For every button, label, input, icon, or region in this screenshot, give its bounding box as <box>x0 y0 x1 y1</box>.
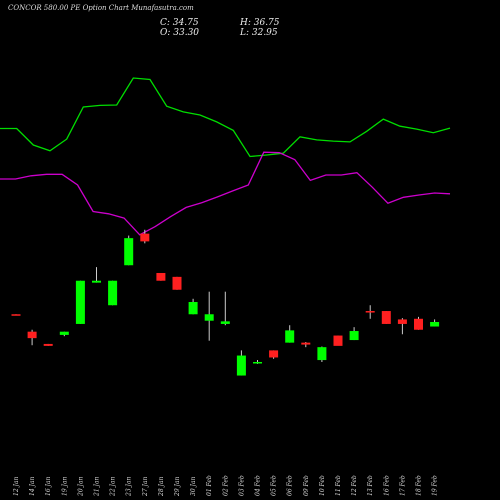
candle-body <box>172 276 182 290</box>
candle-body <box>75 280 85 324</box>
high-value: H: 36.75 <box>240 18 280 28</box>
candle-body <box>349 331 359 341</box>
green-indicator-line <box>0 77 451 158</box>
candle-body <box>140 233 150 242</box>
candle-body <box>269 350 279 358</box>
x-tick-label: 28 Jan <box>158 476 165 497</box>
x-tick-label: 27 Jan <box>142 476 149 497</box>
candle-body <box>156 272 166 281</box>
x-tick-label: 05 Feb <box>271 475 278 496</box>
x-tick-label: 29 Jan <box>174 476 181 497</box>
candle-body <box>188 302 198 315</box>
low-value: L: 32.95 <box>240 28 278 38</box>
x-tick-label: 03 Feb <box>238 475 245 496</box>
candle-body <box>381 311 391 324</box>
candle-body <box>11 314 21 316</box>
x-tick-label: 11 Feb <box>335 475 342 496</box>
candle-body <box>301 342 311 345</box>
candle-body <box>333 335 343 346</box>
x-axis-ticks: 12 Jan 14 Jan 16 Jan 19 Jan 20 Jan 21 Jan 22 J… <box>13 475 439 497</box>
x-tick-label: 01 Feb <box>206 475 213 496</box>
candle-body <box>27 331 37 339</box>
chart-title: CONCOR 580.00 PE Option Chart Munafasutr… <box>8 4 194 12</box>
magenta-indicator-line <box>0 151 451 236</box>
x-tick-label: 19 Feb <box>432 475 439 496</box>
x-tick-label: 19 Jan <box>61 476 68 496</box>
x-tick-label: 02 Feb <box>222 475 229 496</box>
candle-body <box>59 331 69 335</box>
x-tick-label: 20 Jan <box>77 476 84 497</box>
candle-body <box>204 314 214 321</box>
candle-body <box>317 347 327 361</box>
x-tick-label: 23 Jan <box>126 476 133 497</box>
x-tick-label: 04 Feb <box>255 475 262 496</box>
candle-body <box>253 361 262 364</box>
close-value: C: 34.75 <box>160 18 199 28</box>
candle-body <box>285 330 295 343</box>
x-tick-label: 13 Feb <box>367 475 374 496</box>
candle-body <box>365 311 375 313</box>
x-tick-label: 06 Feb <box>287 475 294 496</box>
x-tick-label: 30 Jan <box>190 476 197 496</box>
x-tick-label: 21 Jan <box>94 476 101 497</box>
candle-body <box>236 355 246 376</box>
candle-body <box>43 343 53 346</box>
x-tick-label: 18 Feb <box>416 475 423 496</box>
open-value: O: 33.30 <box>160 28 200 38</box>
x-tick-label: 12 Feb <box>351 475 358 496</box>
candle-body <box>108 280 118 306</box>
x-tick-label: 12 Jan <box>13 476 20 496</box>
x-tick-label: 22 Jan <box>110 476 117 497</box>
x-tick-label: 09 Feb <box>303 475 310 496</box>
x-tick-label: 16 Jan <box>45 476 52 496</box>
x-tick-label: 16 Feb <box>383 475 390 496</box>
indicator-lines <box>0 77 451 236</box>
x-tick-label: 10 Feb <box>319 475 326 496</box>
candle-body <box>430 322 440 327</box>
candle-body <box>414 318 423 330</box>
candle-body <box>220 321 230 324</box>
candles <box>11 229 440 376</box>
x-tick-label: 17 Feb <box>399 475 406 496</box>
x-tick-label: 14 Jan <box>29 476 36 496</box>
candle-body <box>397 319 407 324</box>
candle-body <box>92 280 101 283</box>
candle-body <box>124 238 134 266</box>
